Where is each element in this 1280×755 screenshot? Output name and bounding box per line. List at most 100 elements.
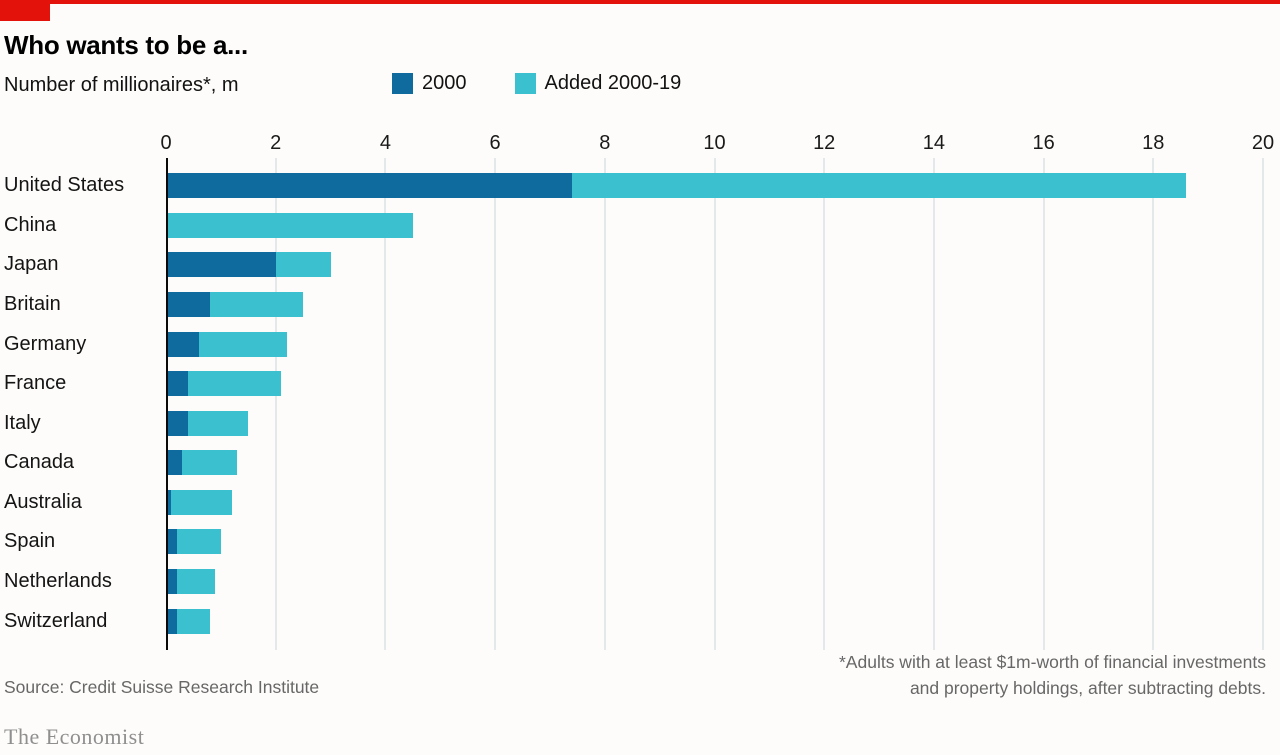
bar-segment-added-2000-19 <box>176 608 210 634</box>
bar-rows: United States China Japan Britain Germany Fra… <box>4 166 1263 641</box>
bar-track <box>166 529 1263 555</box>
x-tick-label: 16 <box>1032 132 1055 154</box>
row-label: Netherlands <box>4 570 112 593</box>
bar-row: Switzerland <box>4 601 1263 641</box>
x-tick-label: 0 <box>160 132 172 154</box>
row-label: Spain <box>4 530 56 553</box>
bar-segment-2000 <box>166 608 177 634</box>
row-label: Germany <box>4 332 87 355</box>
bar-row: Netherlands <box>4 562 1263 602</box>
bar-track <box>166 173 1263 199</box>
bar-segment-added-2000-19 <box>571 173 1187 199</box>
bar-segment-2000 <box>166 450 183 476</box>
legend-swatch-icon <box>392 73 413 94</box>
bar-track <box>166 450 1263 476</box>
x-axis-ticks: 0 2 4 6 8 10 12 14 16 18 20 <box>160 132 1274 156</box>
gridline <box>1043 158 1045 650</box>
top-red-rule <box>0 0 1280 4</box>
bar-segment-added-2000-19 <box>166 212 413 238</box>
row-label: Canada <box>4 451 75 474</box>
bar-segment-added-2000-19 <box>171 489 232 515</box>
bar-segment-2000 <box>166 410 188 436</box>
bar-row: Italy <box>4 403 1263 443</box>
bar-row: China <box>4 206 1263 246</box>
footnote-line1: *Adults with at least $1m-worth of finan… <box>839 652 1266 672</box>
footnote-line2: and property holdings, after subtracting… <box>909 678 1266 698</box>
bar-segment-2000 <box>166 569 177 595</box>
x-tick-label: 8 <box>599 132 611 154</box>
economist-brand: The Economist <box>4 724 145 749</box>
bar-track <box>166 252 1263 278</box>
bar-segment-added-2000-19 <box>187 371 282 397</box>
bar-track <box>166 410 1263 436</box>
bar-track <box>166 608 1263 634</box>
chart-subtitle: Number of millionaires*, m <box>4 74 239 96</box>
bar-track <box>166 212 1263 238</box>
bar-track <box>166 489 1263 515</box>
bar-row: Spain <box>4 522 1263 562</box>
x-tick-label: 6 <box>489 132 501 154</box>
gridline <box>1262 158 1264 650</box>
bar-segment-2000 <box>166 252 276 278</box>
x-tick-label: 12 <box>813 132 836 154</box>
bar-segment-2000 <box>166 489 172 515</box>
row-label: Australia <box>4 490 82 513</box>
x-tick-label: 4 <box>379 132 391 154</box>
bar-segment-2000 <box>166 529 177 555</box>
bar-row: United States <box>4 166 1263 206</box>
row-label: France <box>4 372 67 395</box>
source-note: Source: Credit Suisse Research Institute <box>4 677 320 697</box>
bar-segment-2000 <box>166 292 210 318</box>
bar-track <box>166 331 1263 357</box>
gridlines <box>166 158 1264 650</box>
bar-row: Australia <box>4 483 1263 523</box>
bar-segment-2000 <box>166 371 188 397</box>
bar-row: Germany <box>4 324 1263 364</box>
bar-segment-added-2000-19 <box>187 410 249 436</box>
bar-row: Japan <box>4 245 1263 285</box>
gridline <box>1152 158 1154 650</box>
row-label: Japan <box>4 253 59 276</box>
row-label: United States <box>4 174 125 197</box>
legend-item: 2000 <box>392 72 467 95</box>
row-label: China <box>4 213 57 236</box>
legend-item: Added 2000-19 <box>514 72 682 95</box>
bar-segment-2000 <box>166 173 572 199</box>
row-label: Italy <box>4 411 41 434</box>
bar-track <box>166 371 1263 397</box>
bar-track <box>166 569 1263 595</box>
x-tick-label: 20 <box>1251 132 1275 154</box>
bar-track <box>166 292 1263 318</box>
legend-label: 2000 <box>422 72 467 94</box>
bar-segment-added-2000-19 <box>176 569 216 595</box>
bar-row: Britain <box>4 285 1263 325</box>
chart-title: Who wants to be a... <box>4 30 248 60</box>
row-label: Britain <box>4 293 61 316</box>
bar-row: France <box>4 364 1263 404</box>
gridline <box>604 158 606 650</box>
gridline <box>823 158 825 650</box>
gridline <box>933 158 935 650</box>
bar-segment-added-2000-19 <box>275 252 331 278</box>
x-tick-label: 18 <box>1142 132 1165 154</box>
legend: 2000 Added 2000-19 <box>392 72 681 95</box>
legend-label: Added 2000-19 <box>544 72 682 94</box>
gridline <box>494 158 496 650</box>
economist-red-tab <box>0 0 50 21</box>
bar-row: Canada <box>4 443 1263 483</box>
bar-segment-added-2000-19 <box>198 331 287 357</box>
legend-swatch-icon <box>514 73 536 94</box>
bar-segment-added-2000-19 <box>176 529 221 555</box>
x-tick-label: 2 <box>270 132 282 154</box>
zero-axis-line <box>166 158 168 650</box>
bar-segment-added-2000-19 <box>209 292 304 318</box>
footnote: *Adults with at least $1m-worth of finan… <box>839 649 1266 701</box>
gridline <box>714 158 715 650</box>
gridline <box>384 158 386 650</box>
bar-segment-2000 <box>166 331 199 357</box>
bar-segment-added-2000-19 <box>182 450 238 476</box>
x-tick-label: 10 <box>703 132 726 154</box>
x-tick-label: 14 <box>922 132 946 154</box>
row-label: Switzerland <box>4 609 108 632</box>
gridline <box>275 158 277 650</box>
